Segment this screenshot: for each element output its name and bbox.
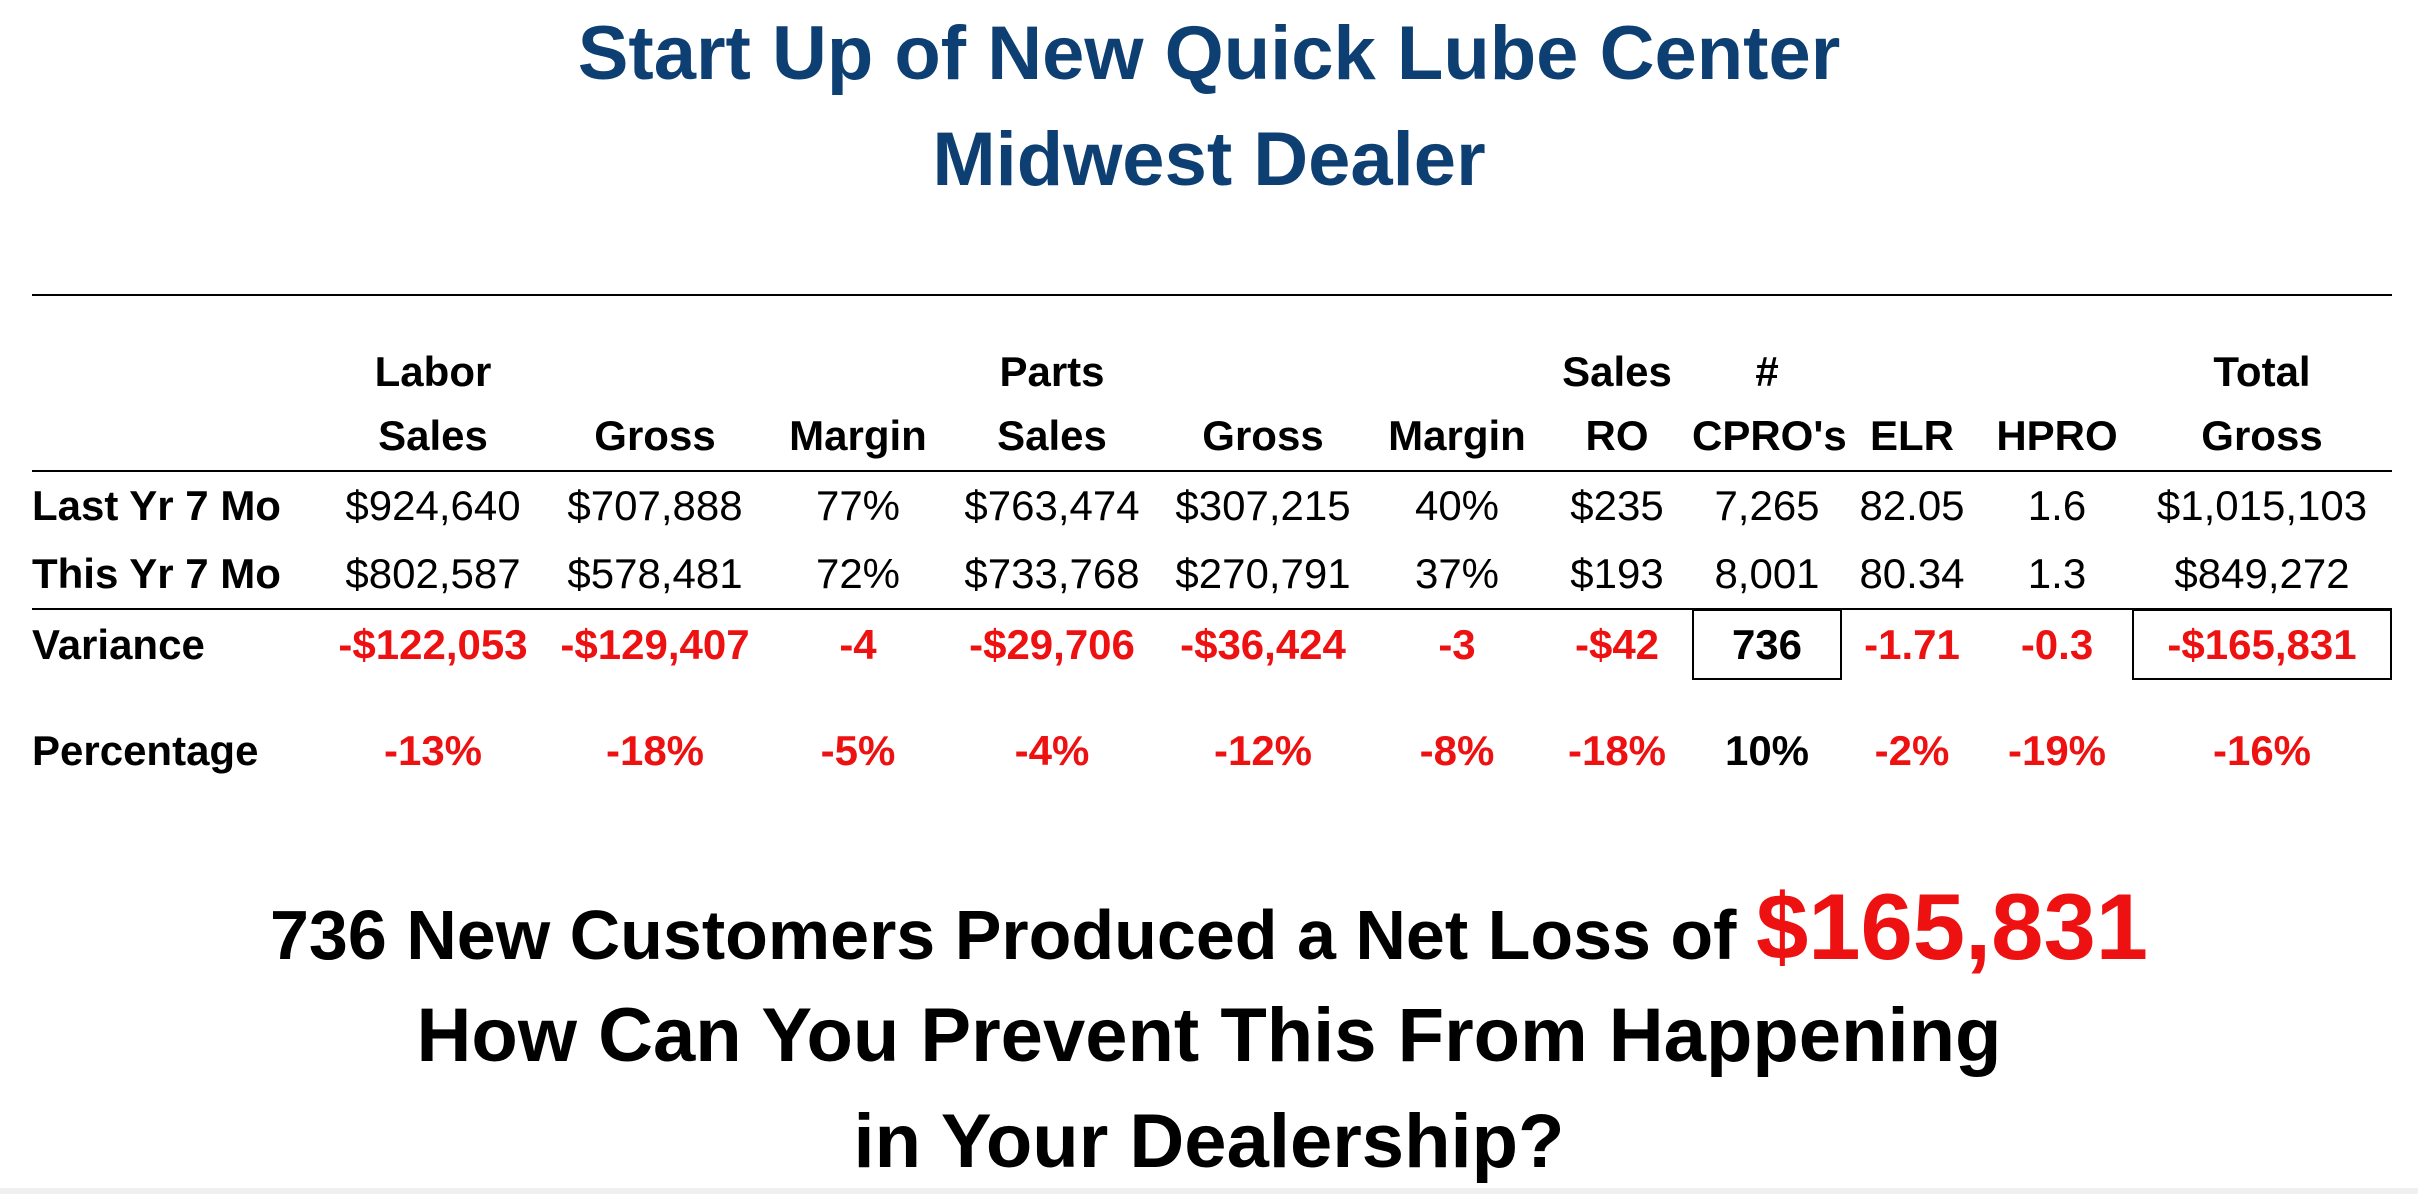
row-label: Percentage xyxy=(32,727,259,774)
table-cell: $307,215 xyxy=(1175,482,1351,529)
bottom-edge xyxy=(0,1188,2418,1194)
table-cell: -$42 xyxy=(1574,621,1660,668)
table-row-last-year: Last Yr 7 Mo $924,640 $707,888 77% $763,… xyxy=(32,471,2392,540)
table-row-spacer xyxy=(32,680,2392,716)
table-cell: -2% xyxy=(1874,727,1950,774)
table-cell: -1.71 xyxy=(1864,621,1960,668)
table-cell: -3 xyxy=(1438,621,1476,668)
table-cell: $849,272 xyxy=(2174,550,2350,597)
table-cell: 8,001 xyxy=(1714,550,1820,597)
table-cell: 72% xyxy=(815,550,901,597)
table-cell: -19% xyxy=(2007,727,2107,774)
variance-table: Labor Sales Gross Margin Parts Sales Gross… xyxy=(32,340,2392,786)
table-cell: -5% xyxy=(820,727,896,774)
table-cell: 37% xyxy=(1414,550,1500,597)
table-cell-cpro-highlight: 736 xyxy=(1692,609,1842,680)
table-cell: -$122,053 xyxy=(338,621,528,668)
header-total-gross: Total Gross xyxy=(2132,340,2392,472)
title-line-2: Midwest Dealer xyxy=(932,117,1486,202)
header-sales-ro: Sales RO xyxy=(1542,340,1692,472)
conclusion-line-3: in Your Dealership? xyxy=(853,1099,1565,1184)
top-divider xyxy=(32,294,2392,296)
table-cell: -16% xyxy=(2212,727,2312,774)
header-hpro: HPRO xyxy=(1982,340,2132,472)
table-cell: $733,768 xyxy=(964,550,1140,597)
table-cell: -18% xyxy=(1567,727,1667,774)
table-cell: $707,888 xyxy=(567,482,743,529)
table-cell: 82.05 xyxy=(1859,482,1965,529)
row-label: Variance xyxy=(32,621,205,668)
conclusion-prefix: 736 New Customers Produced a Net Loss of xyxy=(269,896,1737,974)
table-cell: -12% xyxy=(1213,727,1313,774)
table-cell: 77% xyxy=(815,482,901,529)
row-label: Last Yr 7 Mo xyxy=(32,482,281,529)
row-label: This Yr 7 Mo xyxy=(32,550,281,597)
table-cell: $235 xyxy=(1570,482,1664,529)
header-parts-gross: Gross xyxy=(1154,340,1372,472)
header-labor-gross: Gross xyxy=(544,340,766,472)
table-cell: $193 xyxy=(1570,550,1664,597)
conclusion-line-2: How Can You Prevent This From Happening xyxy=(416,993,2002,1078)
table-cell: $763,474 xyxy=(964,482,1140,529)
table-row-variance: Variance -$122,053 -$129,407 -4 -$29,706… xyxy=(32,609,2392,680)
table-cell: 40% xyxy=(1414,482,1500,529)
table-cell: -4% xyxy=(1014,727,1090,774)
header-parts-sales: Parts Sales xyxy=(950,340,1154,472)
table-cell: 1.3 xyxy=(2027,550,2087,597)
table-row-percentage: Percentage -13% -18% -5% -4% -12% -8% -1… xyxy=(32,716,2392,786)
table-cell: 80.34 xyxy=(1859,550,1965,597)
header-row: Labor Sales Gross Margin Parts Sales Gross… xyxy=(32,340,2392,472)
header-parts-margin: Margin xyxy=(1372,340,1542,472)
header-elr: ELR xyxy=(1842,340,1982,472)
table-cell-total-gross-highlight: -$165,831 xyxy=(2132,609,2392,680)
header-labor-sales: Labor Sales xyxy=(322,340,544,472)
table-cell: $924,640 xyxy=(345,482,521,529)
conclusion-line-1: 736 New Customers Produced a Net Loss of… xyxy=(0,880,2418,974)
spacer xyxy=(32,680,2392,716)
net-loss-amount: $165,831 xyxy=(1755,874,2149,979)
table-cell: -$36,424 xyxy=(1180,621,1346,668)
table-cell: -8% xyxy=(1419,727,1495,774)
table-cell: $270,791 xyxy=(1175,550,1351,597)
table-cell: $802,587 xyxy=(345,550,521,597)
table-cell: $578,481 xyxy=(567,550,743,597)
table-cell: $1,015,103 xyxy=(2156,482,2368,529)
table-cell: -0.3 xyxy=(2020,621,2094,668)
table-cell: -4 xyxy=(839,621,877,668)
title-line-1: Start Up of New Quick Lube Center xyxy=(577,11,1841,96)
table-cell: -$29,706 xyxy=(969,621,1135,668)
table-row-this-year: This Yr 7 Mo $802,587 $578,481 72% $733,… xyxy=(32,540,2392,609)
table-cell: -$129,407 xyxy=(560,621,750,668)
table-cell: 7,265 xyxy=(1714,482,1820,529)
table-cell: 1.6 xyxy=(2027,482,2087,529)
header-cpro-count: # CPRO's xyxy=(1692,340,1847,472)
table-cell: -13% xyxy=(383,727,483,774)
table-cell: 10% xyxy=(1724,727,1810,774)
header-rowlabel xyxy=(32,340,322,472)
table-cell: -18% xyxy=(605,727,705,774)
header-labor-margin: Margin xyxy=(766,340,950,472)
